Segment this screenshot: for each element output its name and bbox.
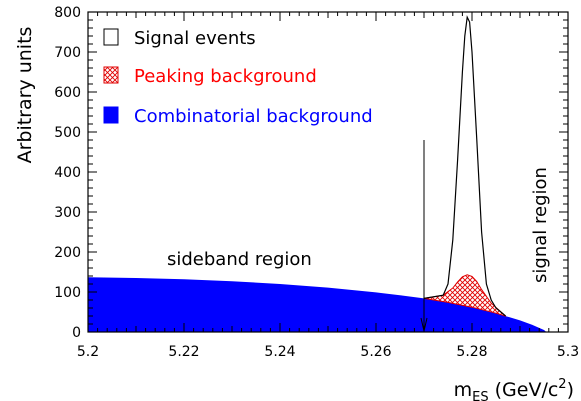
legend-peaking-background-swatch — [103, 66, 119, 84]
x-tick-label: 5.26 — [360, 344, 391, 360]
plot-area — [88, 15, 547, 332]
series-combinatorial-background-area — [88, 277, 547, 332]
x-tick-label: 5.28 — [456, 344, 487, 360]
legend-peaking-background-label: Peaking background — [134, 66, 317, 87]
legend-signal-events-label: Signal events — [134, 28, 256, 49]
legend-combinatorial-background-label: Combinatorial background — [134, 106, 373, 127]
y-tick-label: 100 — [54, 285, 81, 301]
legend: Signal events Peaking background Combinato… — [103, 28, 373, 127]
y-axis-title: Arbitrary units — [14, 27, 36, 164]
series-signal-events-line — [423, 15, 506, 317]
y-tick-label: 600 — [54, 85, 81, 101]
signal-region-label: signal region — [530, 167, 551, 283]
series-peaking-background-area — [423, 274, 507, 317]
y-tick-label: 700 — [54, 45, 81, 61]
x-tick-label: 5.24 — [264, 344, 295, 360]
legend-signal-events-swatch — [103, 28, 119, 46]
legend-combinatorial-background-swatch — [103, 106, 119, 124]
annotations: sideband region signal region — [167, 140, 551, 332]
y-tick-label: 400 — [54, 165, 81, 181]
sideband-region-label: sideband region — [167, 249, 312, 270]
x-tick-label: 5.2 — [77, 344, 99, 360]
y-tick-label: 300 — [54, 205, 81, 221]
y-tick-label: 500 — [54, 125, 81, 141]
y-tick-label: 800 — [54, 5, 81, 21]
axes: 0 100 200 300 400 500 600 700 800 5.2 5.22 5.24 5.26… — [54, 5, 579, 360]
region-boundary-arrow-head — [420, 317, 428, 332]
x-axis-title: mES (GeV/c2) — [454, 377, 574, 401]
y-tick-label: 0 — [72, 325, 81, 341]
y-tick-label: 200 — [54, 245, 81, 261]
x-tick-label: 5.22 — [168, 344, 199, 360]
x-tick-label: 5.3 — [557, 344, 579, 360]
